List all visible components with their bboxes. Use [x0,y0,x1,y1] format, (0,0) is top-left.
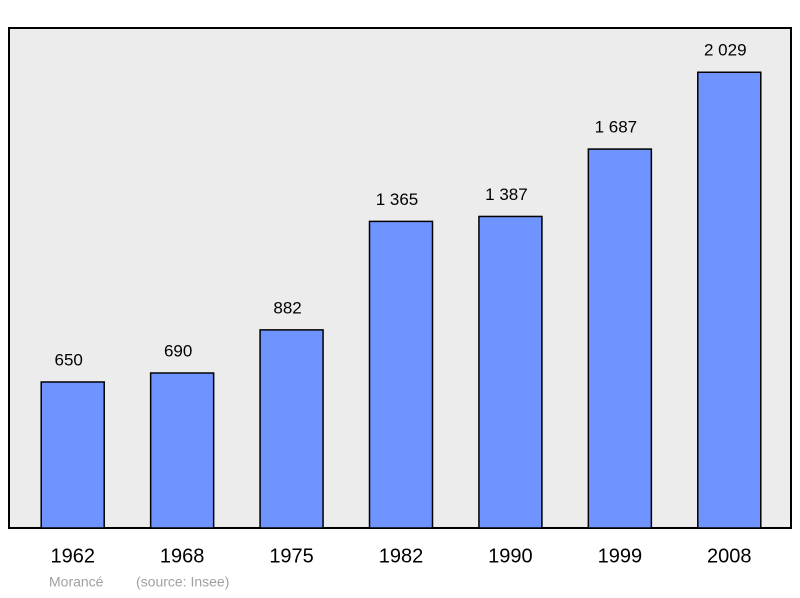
value-label: 1 687 [595,118,638,137]
source-label: (source: Insee) [136,574,229,590]
bar [697,71,762,529]
bar [478,215,543,529]
x-tick-label: 1975 [269,545,314,567]
value-label: 690 [164,341,192,360]
bar [368,220,434,529]
value-label: 882 [273,298,301,317]
value-label: 650 [55,350,83,369]
x-tick-label: 1968 [160,545,205,567]
bar [587,148,653,529]
bar [149,372,215,529]
place-label: Morancé [49,574,104,590]
value-label: 1 387 [485,185,528,204]
x-tick-label: 1990 [488,545,533,567]
x-tick-label: 1962 [50,545,95,567]
bar [259,329,324,529]
value-label: 1 365 [376,190,419,209]
x-tick-label: 1999 [598,545,643,567]
value-label: 2 029 [704,41,747,60]
x-tick-label: 1982 [379,545,424,567]
x-tick-label: 2008 [707,545,752,567]
bar [40,381,105,529]
